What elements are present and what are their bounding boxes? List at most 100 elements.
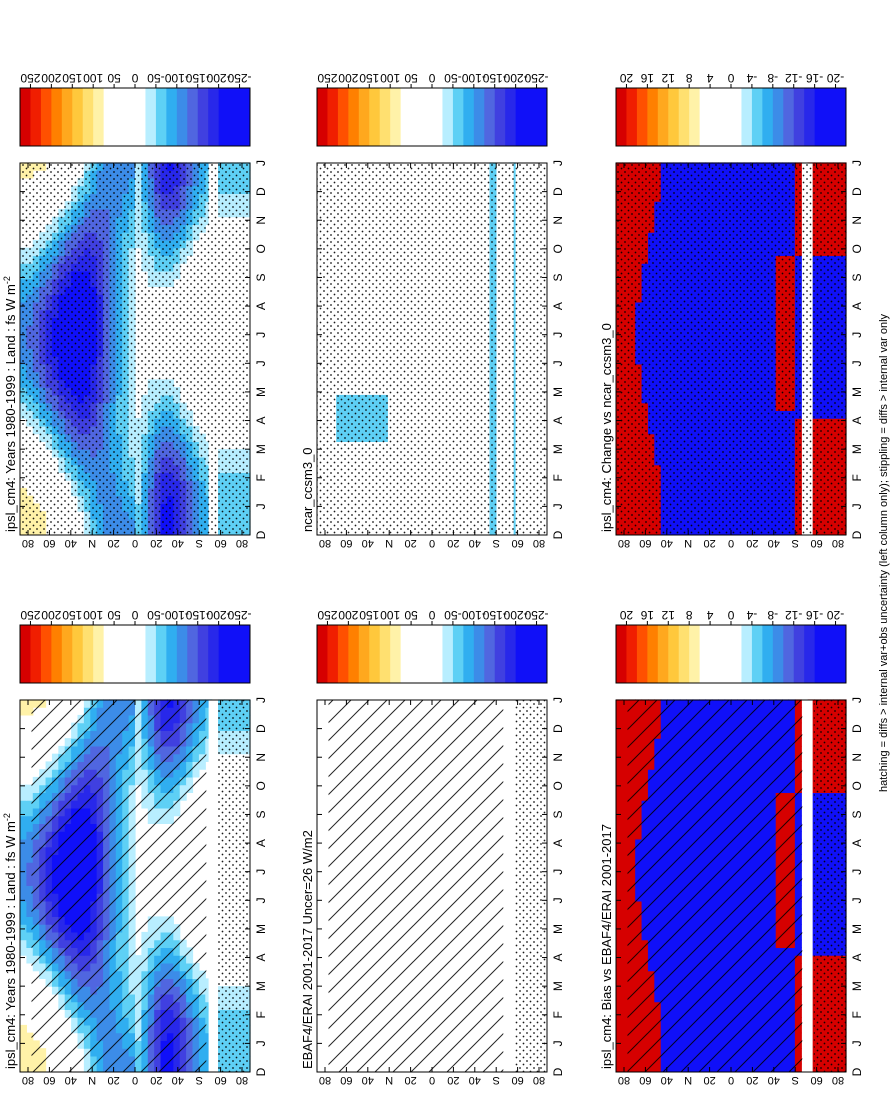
heatmap-cell <box>20 931 27 941</box>
x-tick-label: D <box>254 530 268 539</box>
y-tick-label: 80 <box>236 537 248 549</box>
heatmap-cell <box>616 962 623 972</box>
colorbar-tl: 20 16 12 8 4 0 -4 -8 -12 -16 -20 <box>615 608 847 684</box>
colorbar-tick-label: -150 <box>482 608 506 622</box>
colorbar-swatch <box>814 625 826 683</box>
heatmap-cell <box>616 931 623 941</box>
heatmap-cell <box>616 823 623 832</box>
colorbar-tick-label: 8 <box>686 608 693 622</box>
stippling-overlay <box>20 163 250 535</box>
colorbar-swatch <box>124 88 136 146</box>
x-tick-label: M <box>551 444 565 454</box>
heatmap-cell <box>20 893 27 902</box>
y-tick-label: 0 <box>728 1074 734 1086</box>
y-tick-label: N <box>88 1074 96 1086</box>
x-tick-label: O <box>254 244 268 253</box>
panel-bl: ipsl_cm4: Years 1980-1999 : Land : fs W … <box>2 697 268 1086</box>
colorbar-swatch <box>166 625 178 683</box>
colorbar-swatch <box>710 625 722 683</box>
x-tick-label: F <box>254 1011 268 1018</box>
colorbar-tick-label: 50 <box>107 608 121 622</box>
heatmap-cell <box>616 854 623 863</box>
x-tick-label: A <box>551 839 565 847</box>
colorbar-swatch <box>699 625 711 683</box>
colorbar-swatch <box>51 88 63 146</box>
colorbar-swatch <box>114 625 126 683</box>
colorbar-swatch <box>20 625 31 683</box>
heatmap-cell <box>616 753 623 762</box>
x-tick-label: A <box>551 954 565 962</box>
heatmap-cell <box>616 722 623 731</box>
hatching-overlay <box>328 700 504 1072</box>
heatmap-cell <box>20 807 27 817</box>
y-tick-label: 0 <box>132 1074 138 1086</box>
colorbar-swatch <box>804 625 816 683</box>
y-tick-label: 60 <box>214 1074 226 1086</box>
colorbar-swatch <box>135 625 146 683</box>
x-tick-label: D <box>254 1067 268 1076</box>
x-tick-label: D <box>850 1067 864 1076</box>
colorbar-swatch <box>452 625 464 683</box>
colorbar-swatch <box>229 625 241 683</box>
heatmap-cell <box>20 1040 27 1049</box>
x-tick-label: F <box>551 474 565 481</box>
colorbar-tick-label: -16 <box>806 608 824 622</box>
heatmap-cell <box>616 831 623 840</box>
heatmap-cell <box>616 738 623 747</box>
y-tick-label: 80 <box>236 1074 248 1086</box>
colorbar-swatch <box>379 625 391 683</box>
heatmap-cell <box>616 862 623 871</box>
colorbar-ml: 250 200 150 100 50 0 -50 -100-150-200-250 <box>316 608 549 684</box>
x-tick-label: J <box>551 897 565 903</box>
y-tick-label: 60 <box>214 537 226 549</box>
colorbar-swatch <box>783 625 795 683</box>
x-tick-label: J <box>850 897 864 903</box>
colorbar-tick-label: -50 <box>147 608 165 622</box>
y-tick-label: S <box>196 1074 203 1086</box>
colorbar-tick-label: 100 <box>380 71 400 85</box>
colorbar-swatch <box>720 625 732 683</box>
colorbar-swatch <box>197 88 209 146</box>
heatmap-cell <box>616 947 623 956</box>
y-tick-label: 80 <box>22 537 34 549</box>
colorbar-tick-label: -8 <box>767 608 778 622</box>
x-tick-label: M <box>850 924 864 934</box>
panel-ml: EBAF4/ERAI 2001-2017 Uncer=26 W/m2DJFMAM… <box>300 697 565 1086</box>
colorbar-tick-label: -200 <box>503 71 527 85</box>
colorbar-tick-label: 150 <box>359 608 379 622</box>
colorbar-swatch <box>208 625 220 683</box>
y-tick-label: 80 <box>22 1074 34 1086</box>
colorbar-swatch <box>421 88 433 146</box>
y-tick-label: N <box>684 1074 692 1086</box>
colorbar-swatch <box>536 88 548 146</box>
heatmap-cell <box>616 699 623 708</box>
colorbar-tick-label: -150 <box>185 608 209 622</box>
heatmap-cell <box>616 869 623 879</box>
stippling-overlay <box>217 700 251 1072</box>
heatmap-cell <box>20 1048 27 1057</box>
x-tick-label: M <box>551 981 565 991</box>
colorbar-swatch <box>61 88 73 146</box>
colorbar-tick-label: 200 <box>338 608 358 622</box>
colorbar-swatch <box>20 88 31 146</box>
y-tick-label: S <box>196 537 203 549</box>
colorbar-swatch <box>327 88 339 146</box>
y-tick-label: 40 <box>661 1074 673 1086</box>
colorbar-swatch <box>515 88 527 146</box>
colorbar-tick-label: -12 <box>785 608 803 622</box>
x-tick-label: D <box>254 187 268 196</box>
heatmap-cell <box>616 730 623 739</box>
colorbar-swatch <box>515 625 527 683</box>
title-superscript: -2 <box>2 813 12 821</box>
colorbar-swatch <box>526 88 538 146</box>
heatmap-cell <box>616 745 623 755</box>
x-tick-label: A <box>551 302 565 310</box>
colorbar-tick-label: 100 <box>83 608 103 622</box>
x-tick-label: S <box>850 810 864 818</box>
heatmap-cell <box>616 986 623 995</box>
colorbar-swatch <box>411 625 423 683</box>
colorbar-tick-label: -150 <box>482 71 506 85</box>
colorbar-tick-label: 12 <box>661 608 675 622</box>
colorbar-tick-label: -50 <box>147 71 165 85</box>
